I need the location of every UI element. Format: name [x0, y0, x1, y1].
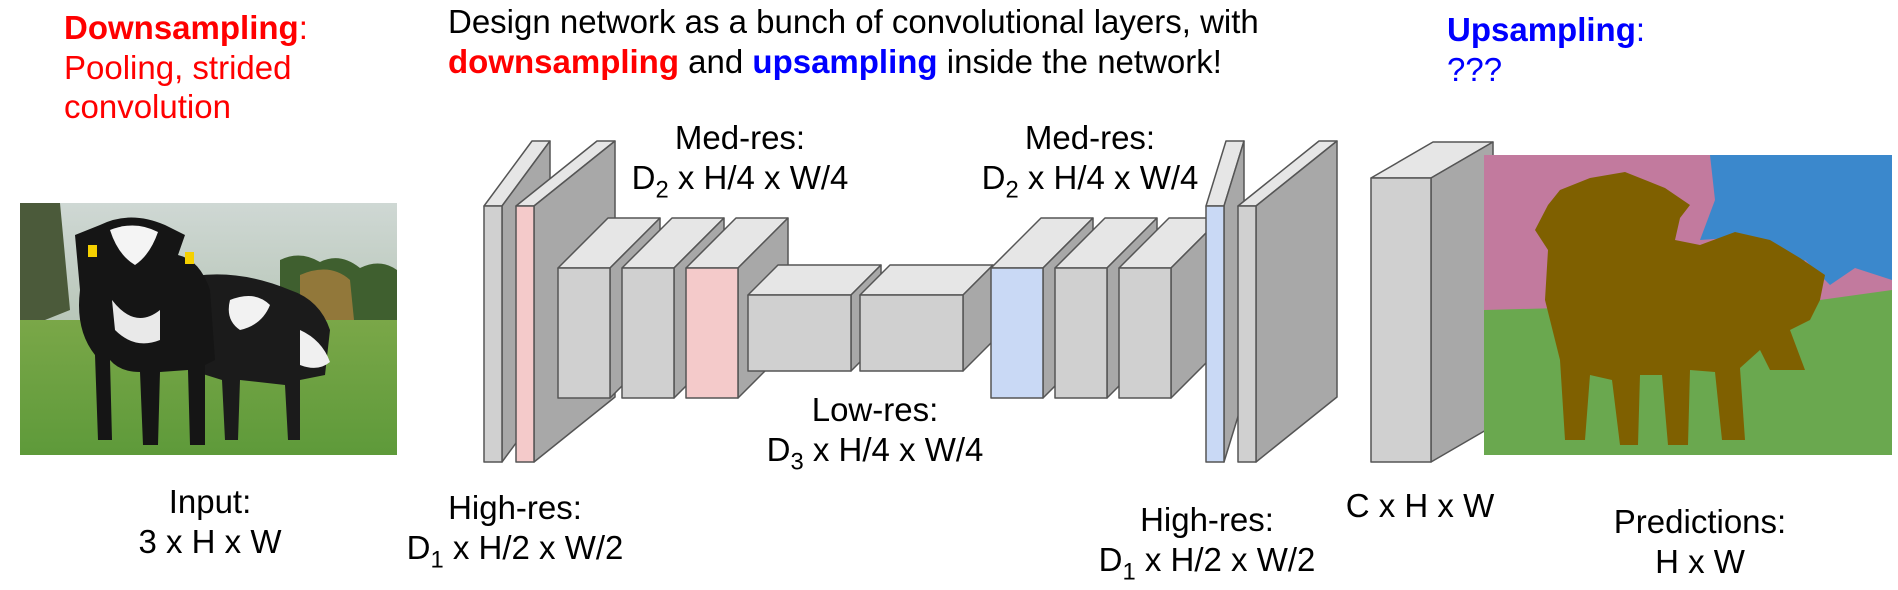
medres-right-sub: 2: [1005, 175, 1019, 203]
medres-left-title: Med-res:: [674, 119, 806, 156]
conv-block-medres-left-3-front: [685, 267, 739, 399]
conv-block-medres-right-2-front: [1054, 267, 1108, 399]
conv-block-lowres-1-front: [747, 294, 852, 372]
conv-block-output-front: [1370, 177, 1432, 463]
highres-left-rest: x H/2 x W/2: [443, 528, 624, 566]
lowres-title: Low-res:: [811, 391, 939, 428]
downsampling-colon: :: [298, 9, 308, 46]
headline-line1: Design network as a bunch of convolution…: [448, 3, 1259, 40]
predictions-title: Predictions:: [1613, 503, 1787, 540]
medres-right-label: Med-res: D2 x H/4 x W/4: [950, 118, 1230, 201]
highres-left-label: High-res: D1 x H/2 x W/2: [370, 488, 660, 571]
downsampling-note: Downsampling: Pooling, strided convoluti…: [64, 8, 308, 127]
lowres-d: D: [766, 430, 791, 468]
conv-layer-blocks: [483, 140, 1494, 463]
conv-block-medres-right-1-front: [990, 267, 1044, 399]
input-cow-photo: [20, 203, 397, 455]
conv-block-highres-left-1-front: [483, 205, 503, 463]
lowres-label: Low-res: D3 x H/4 x W/4: [720, 390, 1030, 473]
input-label: Input: 3 x H x W: [100, 482, 320, 561]
headline-and: and: [679, 42, 753, 80]
medres-right-d: D: [981, 158, 1006, 196]
conv-block-output: [1370, 141, 1494, 463]
conv-block-highres-left-2-front: [515, 205, 535, 463]
upsampling-line1: ???: [1447, 50, 1503, 88]
highres-right-d: D: [1098, 540, 1123, 578]
input-dims: 3 x H x W: [138, 522, 282, 560]
upsampling-colon: :: [1635, 11, 1646, 48]
highres-right-sub: 1: [1122, 557, 1136, 585]
conv-block-highres-right-1-front: [1205, 205, 1225, 463]
upsampling-title: Upsampling: [1447, 11, 1636, 48]
headline-up: upsampling: [752, 42, 938, 80]
conv-block-lowres-2-front: [859, 294, 964, 372]
highres-left-sub: 1: [430, 545, 444, 573]
highres-right-label: High-res: D1 x H/2 x W/2: [1062, 500, 1352, 583]
downsampling-line1: Pooling, strided: [64, 48, 292, 86]
predictions-label: Predictions: H x W: [1580, 502, 1820, 581]
lowres-rest: x H/4 x W/4: [803, 430, 984, 468]
conv-block-medres-right-3-front: [1118, 267, 1172, 399]
conv-block-highres-right-2: [1237, 140, 1338, 463]
medres-left-d: D: [631, 158, 656, 196]
conv-block-output-side: [1430, 141, 1494, 463]
seg-cow-region: [1535, 172, 1825, 445]
downsampling-line2: convolution: [64, 88, 231, 126]
conv-block-medres-left-1-front: [557, 267, 611, 399]
medres-right-rest: x H/4 x W/4: [1018, 158, 1199, 196]
conv-block-lowres-2: [859, 264, 994, 372]
headline-rest: inside the network!: [937, 42, 1222, 80]
upsampling-note: Upsampling: ???: [1447, 10, 1645, 89]
medres-left-rest: x H/4 x W/4: [668, 158, 849, 196]
headline: Design network as a bunch of convolution…: [448, 2, 1259, 81]
chw-dims: C x H x W: [1345, 487, 1495, 524]
medres-left-sub: 2: [655, 175, 669, 203]
highres-right-rest: x H/2 x W/2: [1135, 540, 1316, 578]
medres-left-label: Med-res: D2 x H/4 x W/4: [600, 118, 880, 201]
conv-block-medres-left-2-front: [621, 267, 675, 399]
conv-block-highres-right-2-front: [1237, 205, 1257, 463]
predictions-dims: H x W: [1655, 542, 1745, 580]
chw-label: C x H x W: [1320, 486, 1520, 526]
medres-right-title: Med-res:: [1024, 119, 1156, 156]
input-title: Input:: [168, 483, 252, 520]
highres-right-title: High-res:: [1140, 501, 1274, 538]
headline-down: downsampling: [448, 42, 679, 80]
downsampling-title: Downsampling: [64, 9, 299, 46]
highres-left-title: High-res:: [448, 489, 582, 526]
highres-left-d: D: [406, 528, 431, 566]
lowres-sub: 3: [790, 447, 804, 475]
prediction-segmentation-map: [1484, 155, 1892, 455]
